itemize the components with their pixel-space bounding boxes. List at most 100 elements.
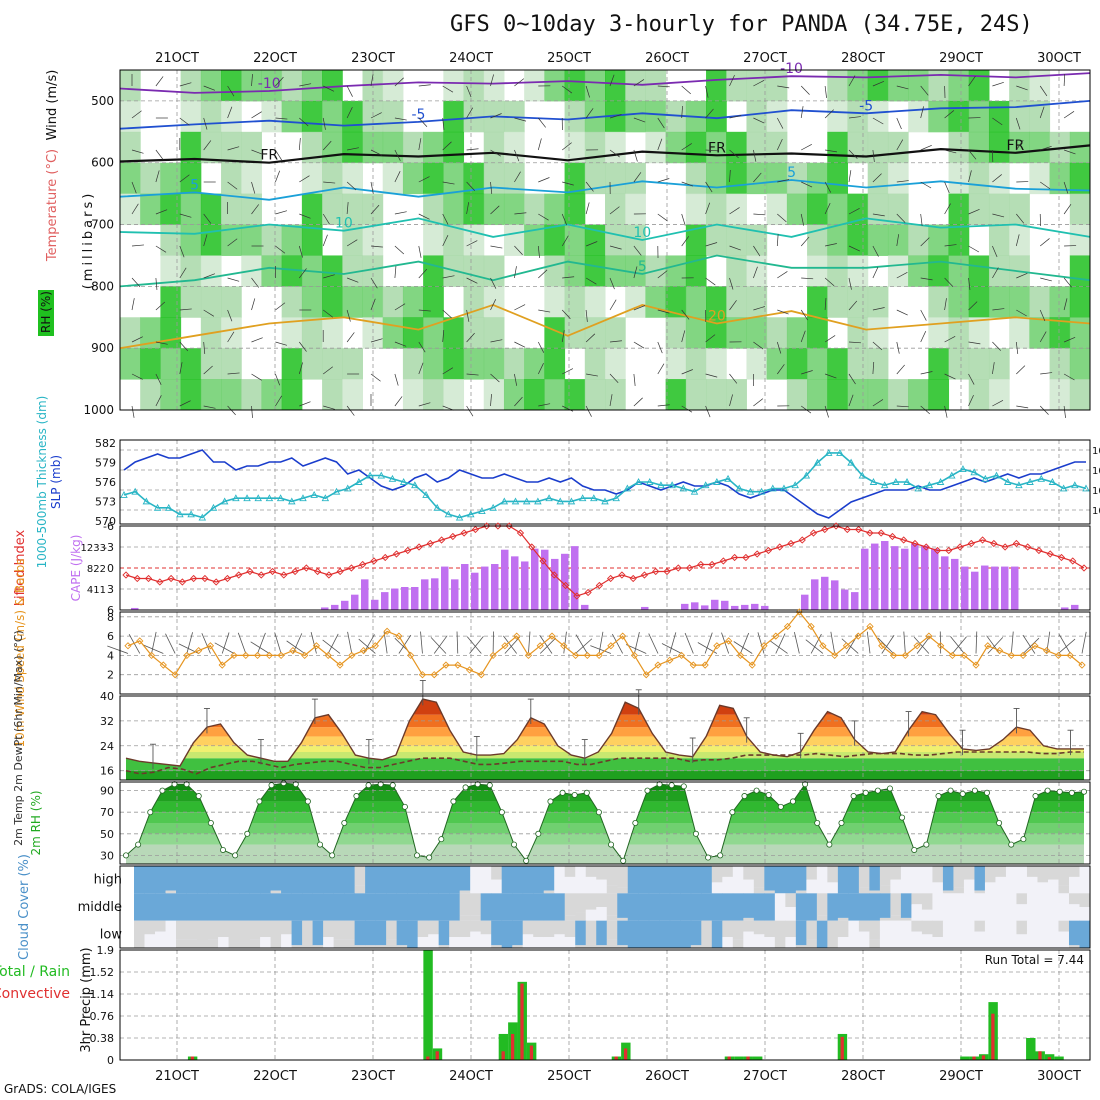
cloud-cell: [323, 866, 335, 894]
rh-cell: [200, 193, 222, 226]
wind-barb: [370, 277, 378, 289]
wind-speed-point: [560, 642, 568, 650]
isotherm-line: [119, 254, 1091, 288]
surface-wind-barb: [903, 631, 906, 654]
cloud-cell: [848, 866, 860, 894]
cloud-cell: [354, 920, 366, 946]
cloud-cell: [386, 920, 398, 940]
wind-barb: [633, 373, 636, 386]
rh-point: [777, 803, 784, 810]
wind-speed-point: [701, 661, 709, 669]
rh-cell: [261, 100, 283, 133]
rh-cell: [1069, 379, 1091, 411]
wind-barb: [203, 309, 215, 317]
rh-point: [462, 784, 469, 791]
wind-barb: [968, 277, 971, 290]
wind-barb: [346, 277, 359, 283]
wind-barb: [609, 340, 622, 343]
rh-point: [753, 787, 760, 794]
rh-cell: [827, 348, 848, 380]
cloud-cell-rest: [774, 902, 786, 921]
wind-barb: [1016, 309, 1027, 317]
rh-cell: [928, 379, 950, 411]
wind-barb: [920, 144, 932, 151]
wind-barb: [609, 394, 613, 407]
wind-barb: [131, 298, 135, 311]
rh-point: [365, 782, 372, 789]
wind-barb: [968, 341, 981, 345]
rh-cell: [948, 131, 970, 164]
rh-cell: [241, 224, 262, 256]
rh-cell: [887, 193, 909, 226]
cloud-cell-rest: [1005, 930, 1017, 948]
rh-tick-label: 30: [100, 849, 114, 862]
wind-barb: [800, 85, 810, 95]
precip-convective-bar: [840, 1036, 844, 1060]
wind-speed-point: [147, 651, 156, 660]
wind-barb: [131, 373, 143, 380]
wind-barb: [705, 85, 709, 98]
wind-barb: [227, 331, 235, 343]
rh-cell: [544, 255, 566, 287]
cloud-cell: [827, 893, 839, 921]
cloud-cell: [501, 866, 513, 894]
wind-barb: [466, 277, 478, 284]
wind-speed-point: [937, 642, 945, 650]
rh-cell: [605, 224, 626, 256]
wind-barb: [490, 339, 503, 343]
wind-barb: [848, 208, 860, 215]
wind-barb: [370, 181, 374, 194]
wind-barb: [800, 309, 809, 321]
surface-wind-barb: [830, 631, 836, 654]
lifted-index-point: [798, 536, 806, 544]
cloud-cell-rest: [281, 934, 292, 948]
cloud-cell-rest: [354, 945, 366, 948]
legend-total-rain: Total / Rain: [0, 964, 70, 980]
wind-speed-point: [666, 656, 674, 664]
cloud-cell-rest: [942, 890, 954, 894]
date-label-top: 28OCT: [841, 51, 885, 66]
cloud-cell: [480, 866, 492, 876]
rh-cell: [625, 224, 646, 256]
cape-bar: [751, 603, 759, 610]
wind-speed-point: [359, 646, 368, 655]
precip-tick-label: 0.38: [90, 1032, 115, 1045]
rh-cell: [988, 348, 1010, 380]
wind-barb: [418, 245, 422, 258]
cloud-cell: [543, 920, 555, 938]
rh-cell: [605, 131, 626, 164]
cloud-cell: [354, 866, 366, 886]
wind-barb: [562, 276, 575, 279]
date-label-bottom: 30OCT: [1037, 1069, 1081, 1084]
cloud-cell-rest: [396, 945, 408, 948]
wind-barb: [251, 181, 256, 194]
thickness-point: [914, 484, 922, 492]
surface-wind-barb: [504, 636, 520, 654]
lifted-index-point: [550, 571, 558, 579]
wind-barb: [466, 373, 479, 376]
wind-barb: [896, 341, 900, 354]
wind-barb: [896, 405, 909, 408]
wind-barb: [681, 330, 686, 343]
thickness-point: [601, 497, 609, 505]
wind-barb: [944, 298, 947, 311]
rh-cell: [867, 317, 889, 349]
wind-barb: [633, 117, 646, 123]
cloud-cell: [533, 920, 545, 938]
wind-barb: [346, 309, 351, 322]
cape-bar: [881, 541, 889, 610]
rh-cell: [140, 193, 161, 226]
rh-cell: [180, 348, 202, 380]
wind-barb: [155, 373, 162, 385]
rh-cell: [847, 379, 869, 411]
cloud-cell-rest: [816, 915, 828, 921]
lifted-index-point: [223, 574, 232, 583]
cloud-cell: [207, 893, 219, 921]
cloud-cell: [134, 866, 145, 894]
wind-barb: [490, 373, 500, 383]
rh-cell: [968, 131, 990, 164]
cape-tick-label: 411: [87, 585, 106, 596]
surface-wind-barb: [221, 632, 230, 654]
thickness-point: [220, 497, 229, 505]
rh-cell: [605, 348, 626, 380]
